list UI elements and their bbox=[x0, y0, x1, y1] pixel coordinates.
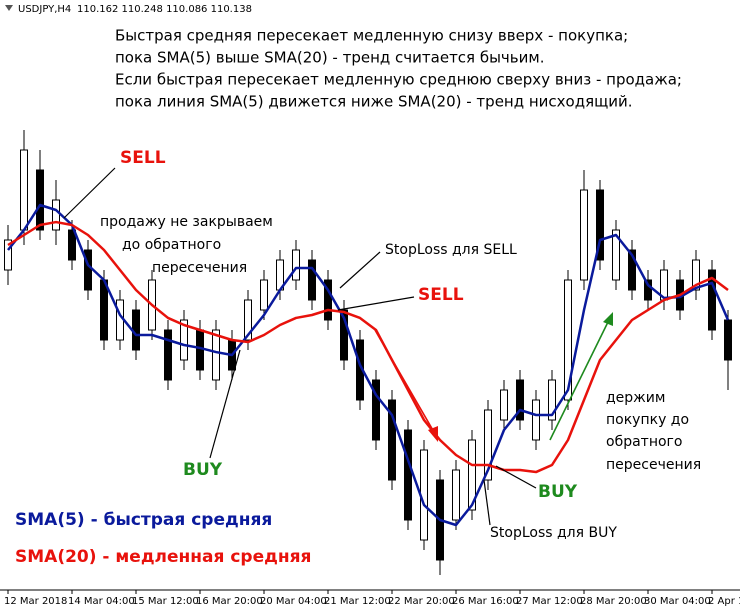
annotation: StopLoss для SELL bbox=[385, 242, 517, 258]
pointer bbox=[337, 296, 415, 311]
annotation: продажу не закрываем bbox=[100, 214, 273, 230]
candle-body bbox=[180, 319, 188, 361]
pointer bbox=[339, 251, 381, 289]
candle-body bbox=[388, 399, 396, 481]
candle-body bbox=[644, 279, 652, 301]
pointer bbox=[209, 349, 241, 459]
candle-body bbox=[68, 229, 76, 261]
x-tick-label: 27 Mar 12:00 bbox=[516, 596, 583, 607]
candle-body bbox=[404, 429, 412, 521]
pointer bbox=[495, 465, 537, 489]
annotation: BUY bbox=[538, 482, 578, 502]
candle-body bbox=[596, 189, 604, 261]
candle-body bbox=[468, 439, 476, 511]
trend-arrow bbox=[549, 321, 609, 441]
candle-body bbox=[84, 249, 92, 291]
candle-body bbox=[20, 149, 28, 231]
sma-line bbox=[7, 203, 730, 527]
arrow-head bbox=[428, 426, 438, 442]
pointer bbox=[483, 479, 491, 526]
annotations: Быстрая средняя пересекает медленную сни… bbox=[100, 27, 701, 542]
candle-body bbox=[580, 189, 588, 281]
x-tick-label: 21 Mar 12:00 bbox=[324, 596, 391, 607]
candle-body bbox=[484, 409, 492, 481]
candle-body bbox=[612, 229, 620, 281]
candle-body bbox=[260, 279, 268, 311]
x-tick-label: 16 Mar 20:00 bbox=[196, 596, 263, 607]
trend-arrow bbox=[374, 329, 435, 433]
candle-body bbox=[340, 309, 348, 361]
candle-body bbox=[692, 259, 700, 291]
candle-body bbox=[196, 329, 204, 371]
candle-body bbox=[452, 469, 460, 521]
annotation: Быстрая средняя пересекает медленную сни… bbox=[115, 27, 628, 45]
annotation: обратного bbox=[606, 434, 682, 450]
legend-entry: SMA(20) - медленная средняя bbox=[15, 547, 311, 567]
sma-line bbox=[7, 220, 729, 474]
candle-body bbox=[500, 389, 508, 421]
annotation: до обратного bbox=[122, 237, 221, 253]
candle-body bbox=[308, 259, 316, 301]
candle-body bbox=[164, 329, 172, 381]
symbol-icon bbox=[5, 5, 13, 11]
candle-body bbox=[564, 279, 572, 401]
x-tick-label: 22 Mar 20:00 bbox=[388, 596, 455, 607]
annotation: пересечения bbox=[606, 457, 701, 473]
candle-body bbox=[548, 379, 556, 421]
candle-body bbox=[516, 379, 524, 421]
annotation: пересечения bbox=[152, 260, 247, 276]
candle-body bbox=[628, 249, 636, 291]
x-tick-label: 28 Mar 20:00 bbox=[580, 596, 647, 607]
annotation: Если быстрая пересекает медленную средню… bbox=[115, 71, 682, 89]
candle-body bbox=[724, 319, 732, 361]
annotation: пока SMA(5) выше SMA(20) - тренд считает… bbox=[115, 49, 544, 67]
candle-body bbox=[372, 379, 380, 441]
arrow-head bbox=[603, 312, 613, 326]
annotation: SELL bbox=[418, 285, 464, 305]
candle-body bbox=[4, 239, 12, 271]
x-tick-label: 12 Mar 2018 bbox=[4, 596, 67, 607]
legend-entry: SMA(5) - быстрая средняя bbox=[15, 510, 272, 530]
candle-body bbox=[100, 279, 108, 341]
pointers bbox=[63, 167, 537, 526]
annotation: SELL bbox=[120, 148, 166, 168]
candle-body bbox=[708, 269, 716, 331]
x-tick-label: 2 Apr 12:00 bbox=[708, 596, 740, 607]
annotation: покупку до bbox=[606, 412, 689, 428]
x-tick-label: 30 Mar 04:00 bbox=[644, 596, 711, 607]
x-tick-label: 14 Mar 04:00 bbox=[68, 596, 135, 607]
candle-body bbox=[36, 169, 44, 231]
plot-area bbox=[4, 130, 732, 575]
pointer bbox=[63, 167, 116, 219]
symbol: USDJPY,H4 bbox=[18, 4, 71, 15]
quote: 110.162 110.248 110.086 110.138 bbox=[77, 4, 252, 15]
candle-body bbox=[324, 279, 332, 321]
annotation: BUY bbox=[183, 460, 223, 480]
candle-body bbox=[292, 249, 300, 281]
x-tick-label: 20 Mar 04:00 bbox=[260, 596, 327, 607]
candle-body bbox=[532, 399, 540, 441]
x-tick-label: 15 Mar 12:00 bbox=[132, 596, 199, 607]
candle-body bbox=[244, 299, 252, 341]
candle-body bbox=[212, 329, 220, 381]
annotation: держим bbox=[606, 390, 665, 406]
annotation: StopLoss для BUY bbox=[490, 525, 617, 541]
candle-body bbox=[52, 199, 60, 231]
annotation: пока линия SMA(5) движется ниже SMA(20) … bbox=[115, 93, 633, 111]
x-tick-label: 26 Mar 16:00 bbox=[452, 596, 519, 607]
